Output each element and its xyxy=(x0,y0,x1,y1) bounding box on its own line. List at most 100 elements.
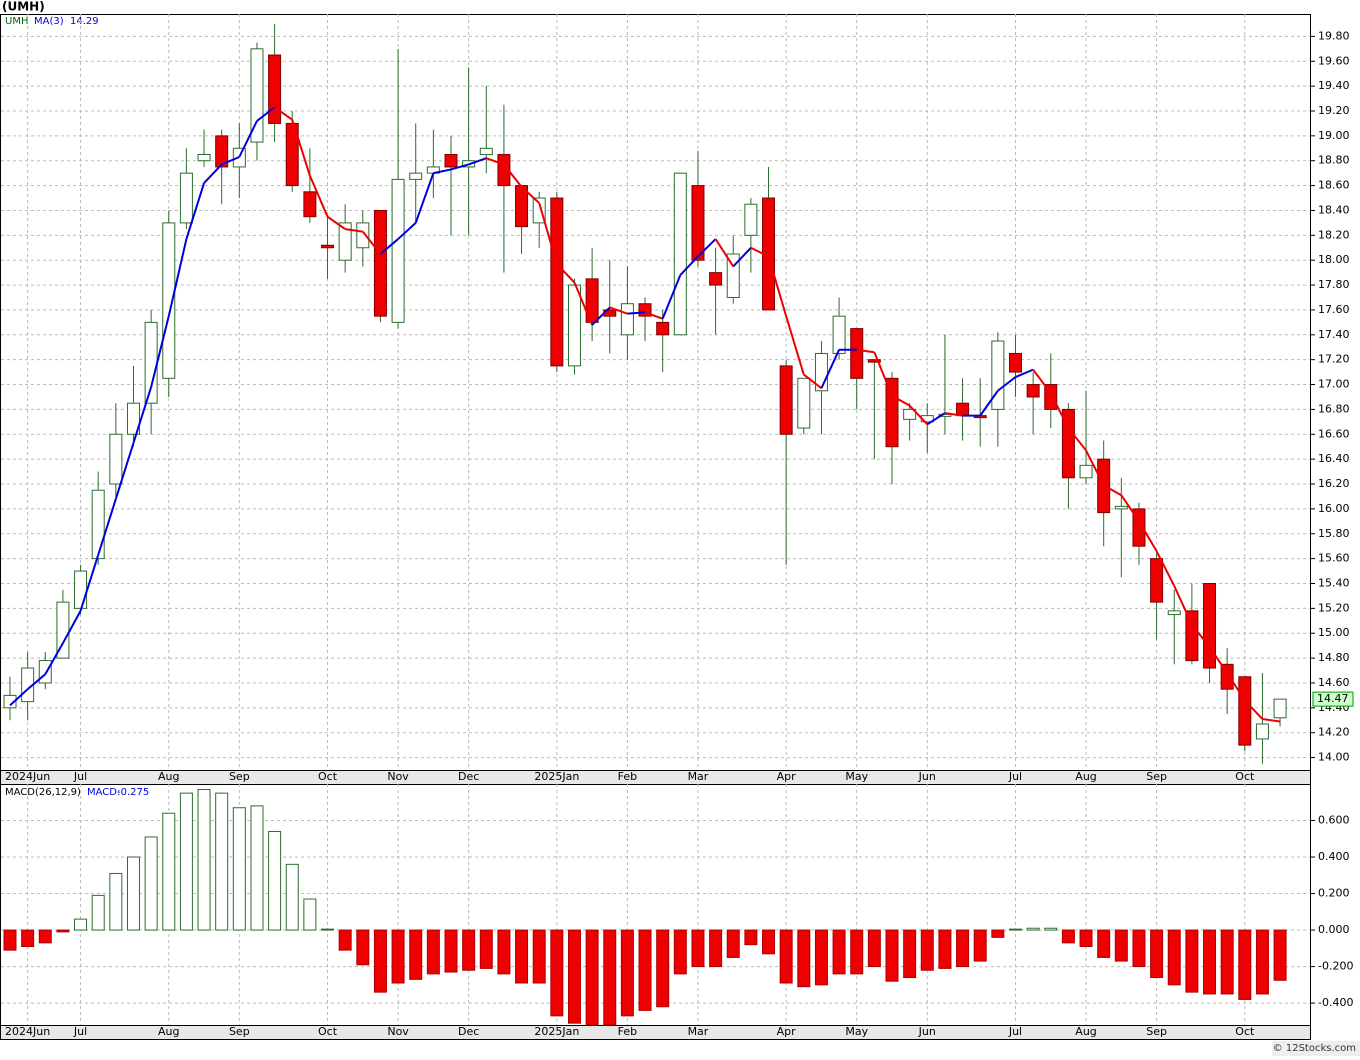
macd-bar xyxy=(850,929,864,975)
candle-body xyxy=(903,408,917,420)
legend-macd-value: -0.275 xyxy=(117,787,149,798)
legend-ticker: UMH xyxy=(5,16,28,27)
x-tick-label: Jul xyxy=(73,1025,87,1038)
macd-bar xyxy=(532,929,546,984)
candle-body xyxy=(303,191,317,218)
ma-segment xyxy=(644,311,664,320)
y-tick-label: 17.40 xyxy=(1318,328,1350,341)
ma-segment xyxy=(362,230,382,255)
ma-segment xyxy=(326,215,346,230)
macd-bar xyxy=(620,929,634,1017)
y-tick-label: 17.60 xyxy=(1318,303,1350,316)
ma-segment xyxy=(661,274,682,320)
ma-segment xyxy=(291,119,311,176)
macd-bar xyxy=(515,929,529,984)
candle-body xyxy=(144,321,158,404)
candle-body xyxy=(779,365,793,435)
macd-bar xyxy=(550,929,564,1017)
macd-bar xyxy=(1185,929,1199,993)
macd-bar xyxy=(232,807,246,931)
candle-body xyxy=(1026,384,1040,398)
x-tick-label: Sep xyxy=(1146,770,1167,783)
ma-segment xyxy=(609,306,628,315)
macd-bar xyxy=(1203,929,1217,995)
ma-segment xyxy=(714,238,735,267)
ma-segment xyxy=(732,247,752,268)
candle-body xyxy=(1185,610,1199,662)
macd-bar xyxy=(109,872,123,931)
legend-macd-prefix: MACD: xyxy=(87,787,120,798)
ma-segment xyxy=(679,255,699,276)
macd-bar xyxy=(1114,929,1128,962)
macd-bar xyxy=(1044,927,1058,931)
ma-segment xyxy=(485,157,505,166)
candle-body xyxy=(497,154,511,187)
candle-body xyxy=(620,303,634,336)
macd-bar xyxy=(567,929,581,1024)
y-tick-label: 15.40 xyxy=(1318,576,1350,589)
y-tick-label: 0.400 xyxy=(1318,850,1350,863)
y-tick-label: 19.20 xyxy=(1318,104,1350,117)
ma-segment xyxy=(520,186,540,204)
y-tick-label: 14.20 xyxy=(1318,726,1350,739)
macd-bar xyxy=(956,929,970,968)
y-tick-label: 17.20 xyxy=(1318,353,1350,366)
candle-body xyxy=(991,340,1005,410)
macd-bar xyxy=(126,856,140,931)
macd-bar xyxy=(656,929,670,1008)
y-tick-label: 18.40 xyxy=(1318,203,1350,216)
macd-bar xyxy=(21,929,35,947)
x-tick-label: Dec xyxy=(458,770,479,783)
macd-bar xyxy=(373,929,387,993)
x-tick-label: Jul xyxy=(73,770,87,783)
macd-bar xyxy=(215,792,229,931)
macd-bar xyxy=(1167,929,1181,986)
y-tick-label: 19.80 xyxy=(1318,29,1350,42)
candle-body xyxy=(285,122,299,187)
y-tick-label: 16.00 xyxy=(1318,502,1350,515)
candle-body xyxy=(373,209,387,317)
x-tick-label: Jul xyxy=(1008,770,1022,783)
macd-bar xyxy=(726,929,740,958)
ma-segment xyxy=(274,106,293,121)
macd-bar xyxy=(903,929,917,979)
ma-segment xyxy=(414,172,435,224)
ma-segment xyxy=(1138,520,1158,552)
ma-segment xyxy=(1208,646,1228,674)
macd-bar xyxy=(197,788,211,931)
x-tick-label: Mar xyxy=(688,1025,709,1038)
macd-bar xyxy=(991,929,1005,938)
macd-bar xyxy=(1097,929,1111,958)
ma-segment xyxy=(97,498,117,556)
macd-bar xyxy=(814,929,828,986)
candle-body xyxy=(567,284,581,367)
ma-segment xyxy=(1120,494,1140,522)
x-tick-label: Dec xyxy=(458,1025,479,1038)
ma-segment xyxy=(538,202,558,265)
x-tick-label: 2025Jan xyxy=(534,1025,579,1038)
ma-segment xyxy=(997,376,1017,392)
ma-segment xyxy=(1191,623,1211,648)
candle-body xyxy=(726,253,740,299)
macd-bar xyxy=(426,929,440,975)
candle-body xyxy=(479,147,493,156)
x-tick-label: Nov xyxy=(387,770,409,783)
ma-segment xyxy=(820,349,840,389)
date-bar xyxy=(0,770,1311,785)
ma-segment xyxy=(1015,368,1034,378)
x-tick-label: Nov xyxy=(387,1025,409,1038)
ma-segment xyxy=(221,156,240,166)
ma-segment xyxy=(185,182,205,240)
candle-body xyxy=(956,402,970,417)
ma-segment xyxy=(345,228,363,233)
candle-body xyxy=(1167,610,1181,616)
candle-body xyxy=(1114,505,1128,510)
x-tick-label: Sep xyxy=(229,770,250,783)
ma-segment xyxy=(591,306,611,326)
ma-segment xyxy=(926,412,946,426)
macd-bar xyxy=(1132,929,1146,968)
x-tick-label: May xyxy=(845,770,868,783)
ma-segment xyxy=(627,311,646,315)
macd-bar xyxy=(250,805,264,931)
